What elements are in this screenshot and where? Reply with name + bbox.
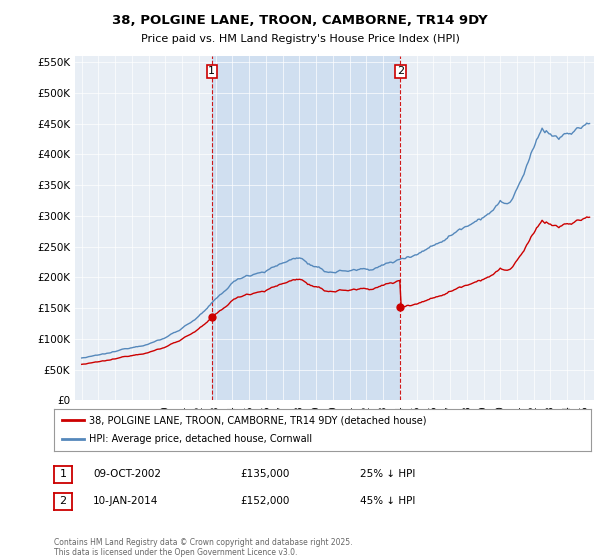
Text: 09-OCT-2002: 09-OCT-2002 [93,469,161,479]
Text: 10-JAN-2014: 10-JAN-2014 [93,496,158,506]
Text: £152,000: £152,000 [240,496,289,506]
Text: 45% ↓ HPI: 45% ↓ HPI [360,496,415,506]
Text: 2: 2 [397,66,404,76]
Text: 1: 1 [208,66,215,76]
Text: 25% ↓ HPI: 25% ↓ HPI [360,469,415,479]
Bar [212,56,400,400]
Text: 38, POLGINE LANE, TROON, CAMBORNE, TR14 9DY (detached house): 38, POLGINE LANE, TROON, CAMBORNE, TR14 … [89,415,427,425]
Text: Price paid vs. HM Land Registry's House Price Index (HPI): Price paid vs. HM Land Registry's House … [140,34,460,44]
Text: £135,000: £135,000 [240,469,289,479]
Text: 1: 1 [59,469,67,479]
Text: 38, POLGINE LANE, TROON, CAMBORNE, TR14 9DY: 38, POLGINE LANE, TROON, CAMBORNE, TR14 … [112,14,488,27]
Text: HPI: Average price, detached house, Cornwall: HPI: Average price, detached house, Corn… [89,435,312,445]
Text: 2: 2 [59,496,67,506]
Text: Contains HM Land Registry data © Crown copyright and database right 2025.
This d: Contains HM Land Registry data © Crown c… [54,538,353,557]
